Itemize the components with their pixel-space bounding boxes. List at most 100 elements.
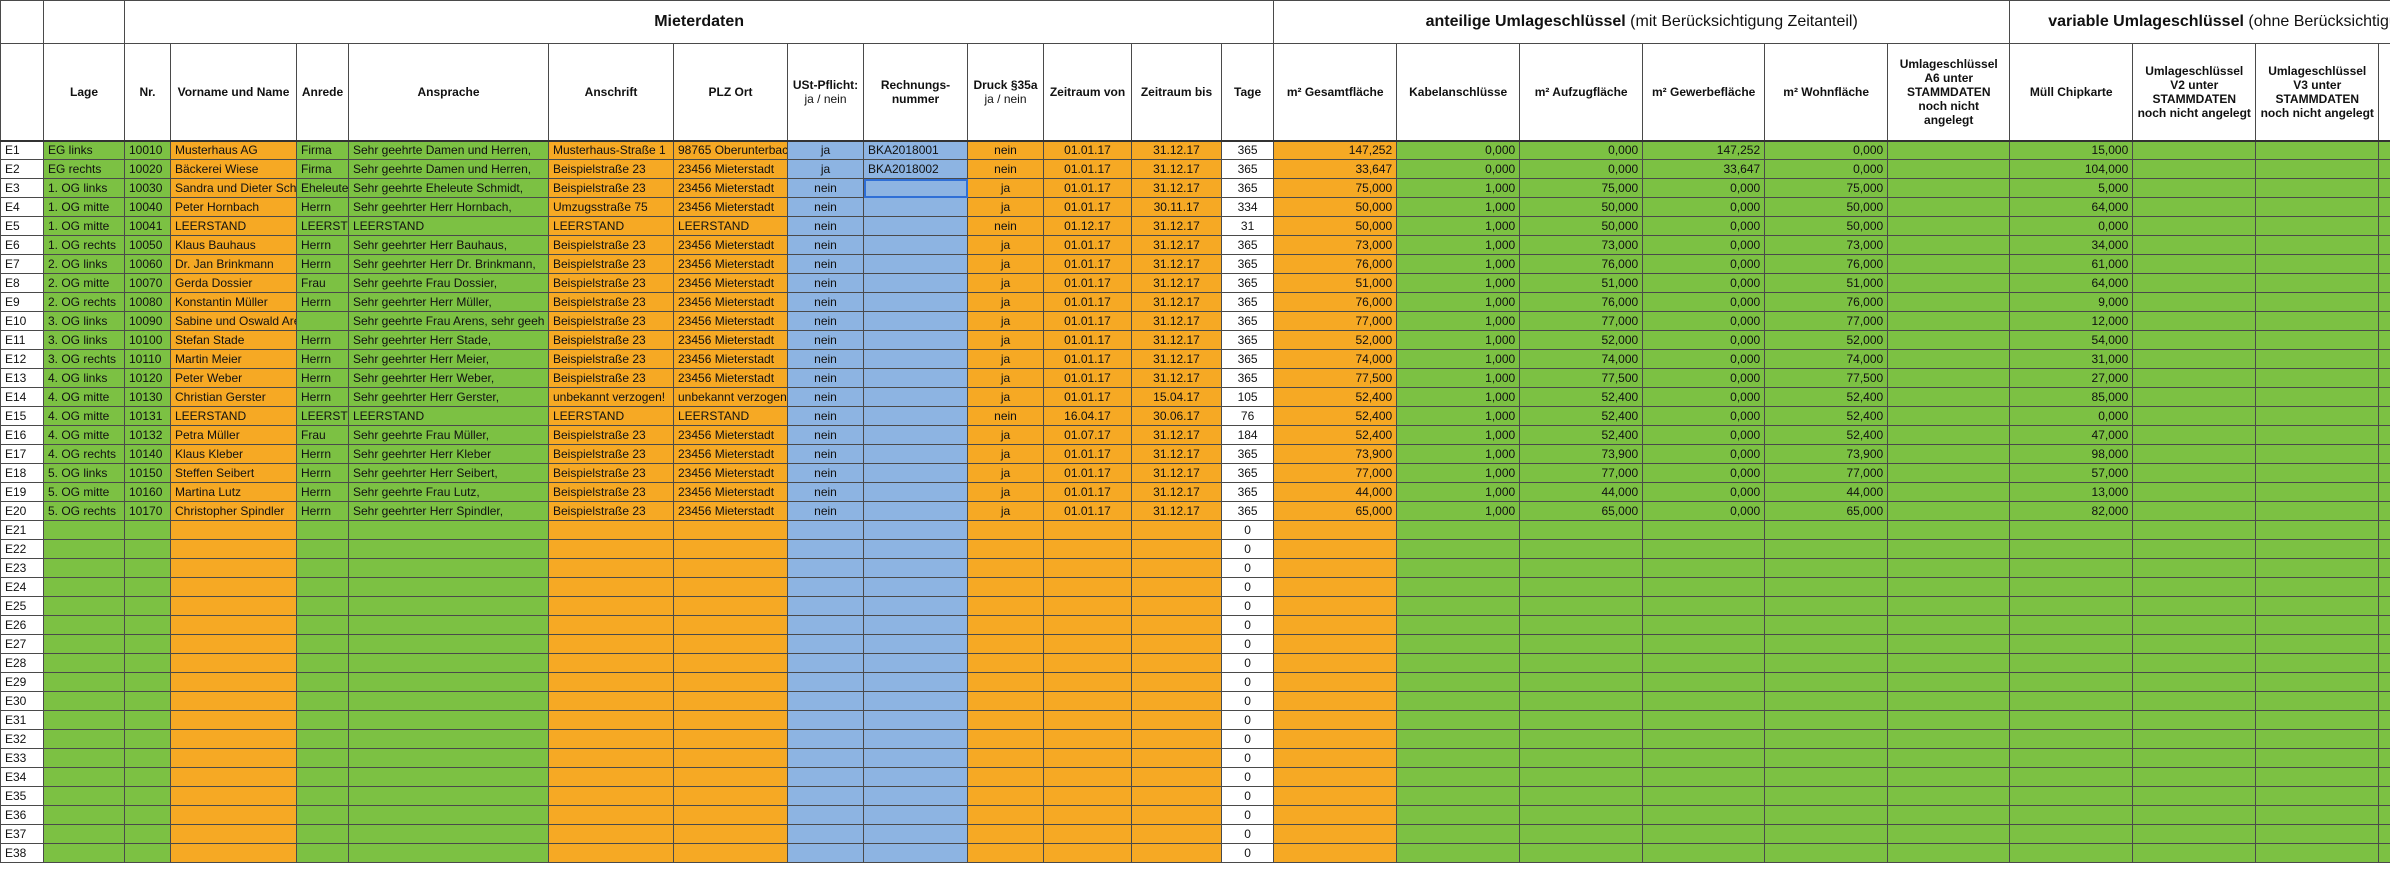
cell[interactable] [787,596,864,616]
cell[interactable] [863,767,968,787]
cell[interactable]: ja [967,292,1044,312]
cell[interactable]: unbekannt verzogen [673,387,788,407]
cell[interactable]: 0,000 [1642,482,1766,502]
cell[interactable]: LEERST [296,406,349,426]
cell[interactable] [170,710,297,730]
cell[interactable] [673,558,788,578]
cell[interactable]: 0,000 [1519,159,1644,179]
cell[interactable] [1764,615,1889,635]
cell[interactable] [170,824,297,844]
cell[interactable] [2132,824,2257,844]
cell[interactable] [863,406,968,426]
cell[interactable] [1396,710,1521,730]
cell[interactable] [1887,634,2011,654]
cell[interactable]: nein [787,292,864,312]
cell[interactable]: 10041 [124,216,171,236]
cell[interactable]: 0,000 [1764,159,1889,179]
cell[interactable] [43,824,125,844]
cell[interactable]: 0 [1220,596,1275,616]
cell[interactable]: 23456 Mieterstadt [673,235,788,255]
cell[interactable] [1887,140,2011,160]
cell[interactable] [673,615,788,635]
cell[interactable] [2255,767,2380,787]
cell[interactable]: LEERSTAND [673,406,788,426]
cell[interactable] [2009,748,2134,768]
cell[interactable]: 74,000 [1519,349,1644,369]
cell[interactable] [967,786,1044,806]
cell[interactable] [787,634,864,654]
cell[interactable]: 52,400 [1519,425,1644,445]
cell[interactable]: ja [967,387,1044,407]
cell[interactable] [2132,406,2257,426]
cell[interactable] [1043,634,1132,654]
cell[interactable]: 1,000 [1396,349,1521,369]
cell[interactable]: 31.12.17 [1131,292,1222,312]
cell[interactable] [1131,710,1222,730]
cell[interactable] [863,539,968,559]
cell[interactable] [1273,748,1398,768]
cell[interactable] [1396,691,1521,711]
cell[interactable] [2009,653,2134,673]
cell[interactable]: 73,000 [1519,235,1644,255]
cell[interactable]: nein [787,311,864,331]
cell[interactable] [1887,292,2011,312]
cell[interactable]: 44,000 [1519,482,1644,502]
cell[interactable]: Sehr geehrter Herr Müller, [348,292,549,312]
cell[interactable] [2255,710,2380,730]
cell[interactable] [673,767,788,787]
cell[interactable]: Sehr geehrter Herr Kleber [348,444,549,464]
cell[interactable]: 52,000 [1519,330,1644,350]
cell[interactable]: 31.12.17 [1131,444,1222,464]
cell[interactable] [2255,805,2380,825]
cell[interactable]: 3. OG links [43,311,125,331]
cell[interactable]: 0 [1220,672,1275,692]
cell[interactable]: 365 [1220,159,1275,179]
cell[interactable] [2255,501,2380,521]
cell[interactable]: 10120 [124,368,171,388]
cell[interactable] [1131,672,1222,692]
cell[interactable]: 0,000 [1396,159,1521,179]
cell[interactable]: 1,000 [1396,501,1521,521]
cell[interactable] [348,520,549,540]
cell[interactable]: 74,000 [1764,349,1889,369]
cell[interactable]: nein [787,254,864,274]
cell[interactable] [1131,767,1222,787]
cell[interactable]: 52,400 [1764,406,1889,426]
cell[interactable] [348,710,549,730]
cell[interactable] [1273,843,1398,863]
cell[interactable]: nein [787,501,864,521]
column-header[interactable]: Kabelanschlüsse [1396,43,1521,142]
cell[interactable] [967,824,1044,844]
cell[interactable]: Sehr geehrter Herr Seibert, [348,463,549,483]
cell[interactable]: 01.01.17 [1043,444,1132,464]
column-header[interactable]: Druck §35a ja / nein [967,43,1044,142]
cell[interactable] [2009,634,2134,654]
cell[interactable] [1131,843,1222,863]
cell[interactable] [1887,748,2011,768]
cell[interactable] [1764,824,1889,844]
cell[interactable] [1887,216,2011,236]
cell[interactable] [787,729,864,749]
cell[interactable]: 74,000 [1273,349,1398,369]
cell[interactable] [2132,311,2257,331]
cell[interactable]: nein [967,216,1044,236]
cell[interactable] [2132,729,2257,749]
cell[interactable]: 31,000 [2009,349,2134,369]
cell[interactable] [2132,653,2257,673]
cell[interactable]: Beispielstraße 23 [548,349,674,369]
cell[interactable]: 5. OG rechts [43,501,125,521]
cell[interactable] [2255,672,2380,692]
cell[interactable] [124,520,171,540]
cell[interactable] [1043,558,1132,578]
cell[interactable] [1043,672,1132,692]
cell[interactable] [1131,577,1222,597]
cell[interactable] [1043,577,1132,597]
cell[interactable] [967,767,1044,787]
cell[interactable]: nein [787,406,864,426]
cell[interactable] [1887,558,2011,578]
cell[interactable]: 334 [1220,197,1275,217]
cell[interactable]: Sandra und Dieter Sch [170,178,297,198]
cell[interactable] [548,729,674,749]
cell[interactable] [124,539,171,559]
cell[interactable]: ja [967,178,1044,198]
